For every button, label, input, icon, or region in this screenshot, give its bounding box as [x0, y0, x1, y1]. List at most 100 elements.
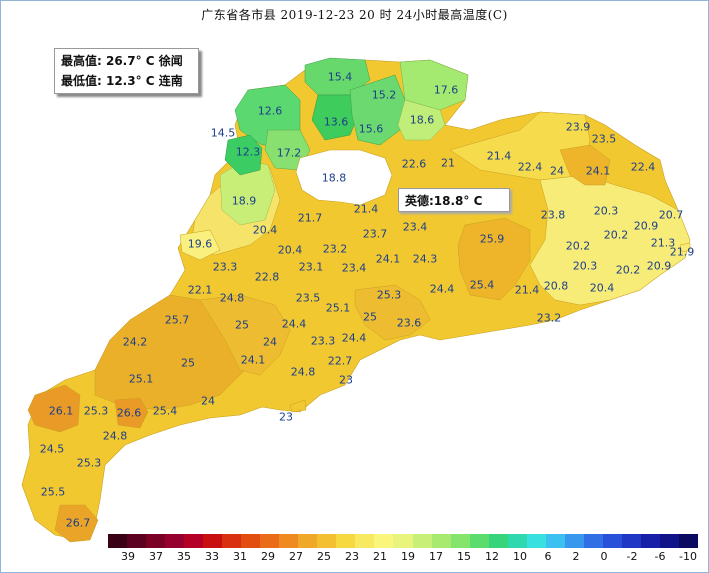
station-value[interactable]: 22.4: [630, 160, 656, 174]
station-value[interactable]: 24.5: [39, 442, 65, 456]
map-title: 广东省各市县 2019-12-23 20 时 24小时最高温度(C): [201, 8, 508, 22]
station-value[interactable]: 22.7: [327, 354, 353, 368]
station-value[interactable]: 22.6: [401, 157, 427, 171]
station-value[interactable]: 23: [279, 410, 293, 424]
legend-label: 25: [317, 550, 331, 563]
station-value[interactable]: 15.6: [358, 122, 384, 136]
station-value[interactable]: 23.4: [341, 261, 367, 275]
yingde-highlight[interactable]: [295, 149, 393, 206]
legend-swatch: [127, 534, 147, 548]
station-value[interactable]: 22.4: [517, 160, 543, 174]
station-value[interactable]: 24.8: [290, 365, 316, 379]
station-value[interactable]: 23.4: [402, 220, 428, 234]
station-value[interactable]: 20.3: [572, 259, 598, 273]
station-value[interactable]: 12.3: [235, 145, 261, 159]
station-value[interactable]: 21: [441, 156, 455, 170]
station-value[interactable]: 18.8: [321, 171, 347, 185]
station-value[interactable]: 25: [363, 310, 377, 324]
station-value[interactable]: 23.6: [396, 316, 422, 330]
station-value[interactable]: 22.1: [187, 283, 213, 297]
zone-north-green-6: [349, 74, 406, 146]
zone-warm-delta: [354, 284, 431, 341]
station-value[interactable]: 24.8: [219, 291, 245, 305]
station-value[interactable]: 25.7: [164, 313, 190, 327]
legend-swatch: [659, 534, 679, 548]
station-value[interactable]: 24.1: [375, 252, 401, 266]
station-value[interactable]: 25.1: [128, 372, 154, 386]
station-value[interactable]: 25.3: [83, 404, 109, 418]
station-value[interactable]: 20.9: [646, 259, 672, 273]
station-value[interactable]: 24.2: [122, 335, 148, 349]
station-value[interactable]: 17.2: [276, 146, 302, 160]
station-value[interactable]: 25.3: [376, 288, 402, 302]
station-value[interactable]: 24.4: [281, 317, 307, 331]
station-value[interactable]: 20.2: [615, 263, 641, 277]
station-value[interactable]: 24.1: [585, 164, 611, 178]
station-value[interactable]: 24.4: [341, 331, 367, 345]
station-value[interactable]: 21.9: [669, 245, 695, 259]
station-value[interactable]: 20.4: [252, 223, 278, 237]
station-value[interactable]: 23.7: [362, 227, 388, 241]
station-value[interactable]: 20.2: [603, 228, 629, 242]
station-value[interactable]: 24: [263, 335, 277, 349]
station-value[interactable]: 20.4: [277, 243, 303, 257]
station-value[interactable]: 20.3: [593, 204, 619, 218]
station-value[interactable]: 25.5: [40, 485, 66, 499]
station-value[interactable]: 21.7: [297, 211, 323, 225]
station-value[interactable]: 24.3: [412, 252, 438, 266]
station-value[interactable]: 25.4: [152, 404, 178, 418]
station-value[interactable]: 15.2: [371, 88, 397, 102]
station-value[interactable]: 15.4: [327, 70, 353, 84]
legend-swatch: [564, 534, 584, 548]
station-value[interactable]: 18.9: [231, 194, 257, 208]
station-value[interactable]: 14.5: [210, 126, 236, 140]
station-value[interactable]: 22.8: [254, 270, 280, 284]
station-value[interactable]: 26.6: [116, 406, 142, 420]
station-value[interactable]: 25.4: [469, 278, 495, 292]
station-value[interactable]: 26.1: [48, 404, 74, 418]
station-value[interactable]: 21.4: [514, 283, 540, 297]
legend-label: 17: [429, 550, 443, 563]
station-value[interactable]: 25.9: [479, 232, 505, 246]
station-value[interactable]: 21.4: [486, 149, 512, 163]
station-value[interactable]: 20.9: [633, 219, 659, 233]
station-value[interactable]: 26.7: [65, 516, 91, 530]
station-value[interactable]: 13.6: [323, 115, 349, 129]
station-value[interactable]: 24.1: [240, 353, 266, 367]
station-value[interactable]: 21.3: [650, 236, 676, 250]
legend-swatch: [108, 534, 128, 548]
station-value[interactable]: 23.9: [565, 120, 591, 134]
station-value[interactable]: 25.1: [325, 301, 351, 315]
station-value[interactable]: 25: [235, 318, 249, 332]
station-value[interactable]: 19.6: [187, 237, 213, 251]
station-value[interactable]: 23.1: [298, 260, 324, 274]
station-value[interactable]: 20.4: [589, 281, 615, 295]
legend-label: 23: [345, 550, 359, 563]
station-value[interactable]: 20.2: [565, 239, 591, 253]
station-value[interactable]: 25.3: [76, 456, 102, 470]
station-value[interactable]: 23.8: [540, 208, 566, 222]
station-value[interactable]: 17.6: [433, 83, 459, 97]
station-value[interactable]: 20.8: [543, 279, 569, 293]
station-value[interactable]: 23.3: [310, 334, 336, 348]
legend-label: -10: [679, 550, 697, 563]
station-value[interactable]: 23.3: [212, 260, 238, 274]
station-value[interactable]: 23.5: [591, 132, 617, 146]
legend-label: 12: [485, 550, 499, 563]
station-value[interactable]: 24.4: [429, 282, 455, 296]
station-value[interactable]: 21.4: [353, 202, 379, 216]
station-value[interactable]: 20.7: [658, 208, 684, 222]
station-value[interactable]: 24: [201, 394, 215, 408]
station-value[interactable]: 23.5: [295, 291, 321, 305]
station-value[interactable]: 18.6: [409, 113, 435, 127]
station-value[interactable]: 12.6: [257, 104, 283, 118]
legend-label: 19: [401, 550, 415, 563]
station-value[interactable]: 23.2: [322, 242, 348, 256]
station-value[interactable]: 25: [181, 356, 195, 370]
legend-swatch: [393, 534, 413, 548]
station-value[interactable]: 23: [339, 373, 353, 387]
station-value[interactable]: 24.8: [102, 429, 128, 443]
station-value[interactable]: 23.2: [536, 311, 562, 325]
station-value[interactable]: 24: [550, 164, 564, 178]
